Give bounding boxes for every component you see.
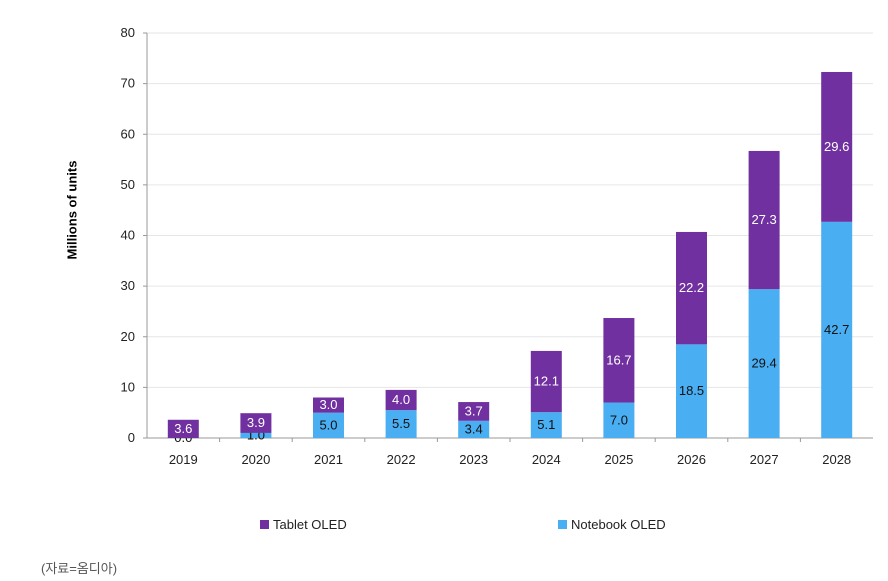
x-tick-label: 2023 [459, 452, 488, 467]
bar-tablet [313, 397, 344, 413]
bar-tablet [240, 413, 272, 433]
x-tick-label: 2021 [314, 452, 343, 467]
data-label-notebook: 29.4 [751, 356, 776, 371]
data-label-tablet: 3.6 [174, 421, 192, 436]
bar-tablet [167, 419, 199, 438]
data-label-notebook: 18.5 [679, 383, 704, 398]
bar-notebook [530, 412, 562, 438]
y-tick-label: 30 [121, 278, 135, 293]
x-tick-label: 2025 [604, 452, 633, 467]
data-label-tablet: 12.1 [534, 374, 559, 389]
data-label-tablet: 29.6 [824, 139, 849, 154]
data-label-tablet: 22.2 [679, 280, 704, 295]
legend-item-tablet: Tablet OLED [260, 517, 347, 532]
data-label-tablet: 3.0 [319, 397, 337, 412]
x-tick-label: 2028 [822, 452, 851, 467]
bar-tablet [821, 71, 853, 222]
x-tick-label: 2026 [677, 452, 706, 467]
bar-notebook [313, 412, 344, 438]
x-tick-label: 2020 [241, 452, 270, 467]
data-label-notebook: 7.0 [610, 412, 628, 427]
bar-notebook [385, 410, 417, 438]
y-tick-label: 10 [121, 379, 135, 394]
data-label-notebook: 5.5 [392, 416, 410, 431]
legend-label-tablet: Tablet OLED [273, 517, 347, 532]
y-tick-label: 0 [128, 430, 135, 445]
data-label-notebook: 5.0 [319, 417, 337, 432]
data-label-notebook: 5.1 [537, 417, 555, 432]
y-axis-label: Millions of units [64, 160, 80, 260]
data-label-tablet: 27.3 [751, 212, 776, 227]
y-tick-label: 80 [121, 25, 135, 40]
data-label-tablet: 4.0 [392, 392, 410, 407]
bar-tablet [530, 350, 562, 413]
legend-item-notebook: Notebook OLED [558, 517, 666, 532]
bar-tablet [458, 402, 490, 421]
y-tick-label: 60 [121, 126, 135, 141]
y-tick-label: 40 [121, 228, 135, 243]
y-tick-label: 50 [121, 177, 135, 192]
x-tick-label: 2022 [387, 452, 416, 467]
bar-tablet [603, 318, 635, 403]
bar-notebook [603, 402, 635, 438]
x-tick-label: 2019 [169, 452, 198, 467]
data-label-tablet: 3.7 [465, 403, 483, 418]
y-tick-label: 20 [121, 329, 135, 344]
x-tick-label: 2027 [750, 452, 779, 467]
legend-swatch-notebook [558, 520, 567, 529]
data-label-tablet: 3.9 [247, 415, 265, 430]
data-label-notebook: 3.4 [465, 421, 483, 436]
data-label-notebook: 42.7 [824, 322, 849, 337]
bar-tablet [676, 231, 707, 345]
bar-notebook [821, 221, 853, 438]
bar-tablet [385, 389, 417, 411]
bar-notebook [458, 420, 490, 438]
data-label-tablet: 16.7 [606, 352, 631, 367]
y-tick-label: 70 [121, 76, 135, 91]
legend-label-notebook: Notebook OLED [571, 517, 666, 532]
bar-notebook [748, 289, 780, 438]
bar-notebook [676, 344, 707, 438]
x-tick-label: 2024 [532, 452, 561, 467]
legend-swatch-tablet [260, 520, 269, 529]
bar-tablet [748, 150, 780, 290]
source-caption: (자료=옴디아) [41, 561, 118, 576]
bar-notebook [240, 432, 272, 438]
